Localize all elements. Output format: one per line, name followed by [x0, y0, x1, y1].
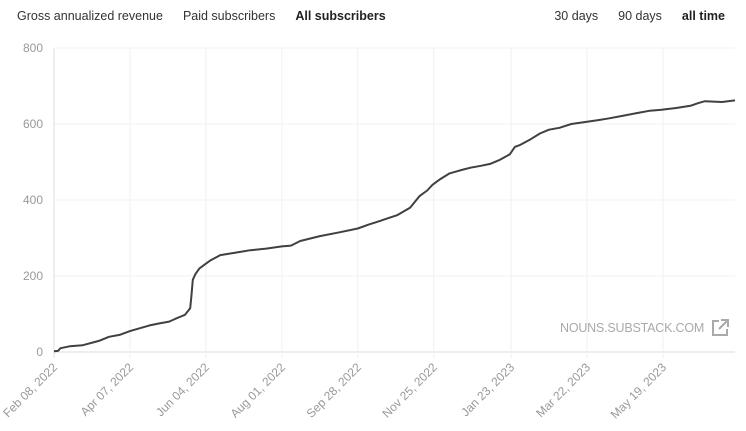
- range-30-days[interactable]: 30 days: [554, 9, 599, 23]
- subscribers-line: [53, 99, 736, 353]
- metric-tabs: Gross annualized revenue Paid subscriber…: [17, 9, 386, 23]
- y-tick-label: 800: [23, 41, 43, 55]
- x-tick-label: Apr 07, 2022: [78, 360, 137, 419]
- publication-url: NOUNS.SUBSTACK.COM: [560, 321, 705, 335]
- publication-link[interactable]: NOUNS.SUBSTACK.COM: [560, 318, 730, 338]
- range-tabs: 30 days 90 days all time: [554, 9, 725, 23]
- x-tick-label: Feb 08, 2022: [0, 360, 60, 420]
- x-tick-label: Nov 25, 2022: [380, 360, 441, 421]
- tab-paid-subscribers[interactable]: Paid subscribers: [182, 9, 276, 23]
- y-tick-label: 600: [23, 117, 43, 131]
- y-tick-label: 400: [23, 193, 43, 207]
- x-tick-label: May 19, 2023: [608, 360, 670, 422]
- x-tick-label: Jun 04, 2022: [153, 360, 212, 419]
- x-tick-label: Jan 23, 2023: [458, 360, 517, 419]
- tab-gross-annualized-revenue[interactable]: Gross annualized revenue: [17, 9, 163, 23]
- y-tick-label: 200: [23, 269, 43, 283]
- tab-all-subscribers[interactable]: All subscribers: [295, 9, 386, 23]
- y-tick-label: 0: [36, 345, 43, 359]
- range-all-time[interactable]: all time: [681, 9, 725, 23]
- x-tick-label: Aug 01, 2022: [228, 360, 289, 421]
- x-tick-label: Sep 28, 2022: [304, 360, 365, 421]
- range-90-days[interactable]: 90 days: [618, 9, 662, 23]
- external-link-icon: [712, 319, 730, 336]
- x-tick-label: Mar 22, 2023: [533, 360, 593, 420]
